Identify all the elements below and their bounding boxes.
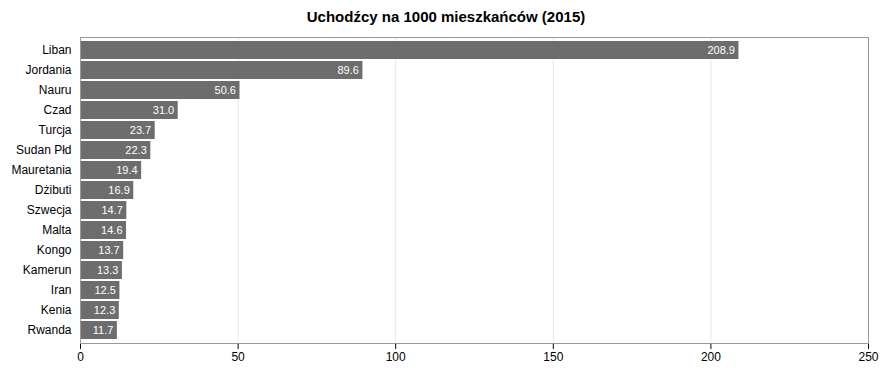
svg-text:Liban: Liban bbox=[42, 43, 71, 57]
svg-text:19.4: 19.4 bbox=[116, 164, 137, 176]
svg-text:Mauretania: Mauretania bbox=[11, 163, 71, 177]
svg-text:208.9: 208.9 bbox=[707, 44, 735, 56]
svg-text:89.6: 89.6 bbox=[337, 64, 358, 76]
svg-text:13.7: 13.7 bbox=[98, 244, 119, 256]
svg-text:23.7: 23.7 bbox=[130, 124, 151, 136]
svg-text:Rwanda: Rwanda bbox=[27, 323, 71, 337]
svg-text:Turcja: Turcja bbox=[39, 123, 72, 137]
svg-text:Sudan Płd: Sudan Płd bbox=[16, 143, 71, 157]
svg-text:12.5: 12.5 bbox=[94, 284, 115, 296]
svg-text:Szwecja: Szwecja bbox=[27, 203, 72, 217]
svg-text:Kenia: Kenia bbox=[41, 303, 72, 317]
svg-text:16.9: 16.9 bbox=[108, 184, 129, 196]
svg-text:13.3: 13.3 bbox=[97, 264, 118, 276]
svg-text:Kongo: Kongo bbox=[37, 243, 72, 257]
html-text:Uchodźcy na 1000 mieszkańców (: Uchodźcy na 1000 mieszkańców (2015) bbox=[306, 8, 586, 25]
svg-text:150: 150 bbox=[543, 350, 563, 364]
svg-text:Dżibuti: Dżibuti bbox=[35, 183, 72, 197]
svg-text:11.7: 11.7 bbox=[93, 324, 114, 336]
svg-text:Malta: Malta bbox=[42, 223, 72, 237]
svg-text:50.6: 50.6 bbox=[215, 84, 236, 96]
svg-text:0: 0 bbox=[77, 350, 84, 364]
svg-text:14.7: 14.7 bbox=[101, 204, 122, 216]
svg-text:31.0: 31.0 bbox=[153, 104, 174, 116]
svg-text:Kamerun: Kamerun bbox=[23, 263, 72, 277]
svg-text:12.3: 12.3 bbox=[94, 304, 115, 316]
svg-text:200: 200 bbox=[701, 350, 721, 364]
svg-text:100: 100 bbox=[386, 350, 406, 364]
svg-text:Jordania: Jordania bbox=[25, 63, 71, 77]
svg-text:22.3: 22.3 bbox=[125, 144, 146, 156]
svg-text:50: 50 bbox=[231, 350, 245, 364]
svg-text:250: 250 bbox=[858, 350, 878, 364]
svg-text:Nauru: Nauru bbox=[39, 83, 72, 97]
svg-text:Iran: Iran bbox=[51, 283, 72, 297]
svg-text:14.6: 14.6 bbox=[101, 224, 122, 236]
svg-text:Czad: Czad bbox=[43, 103, 71, 117]
